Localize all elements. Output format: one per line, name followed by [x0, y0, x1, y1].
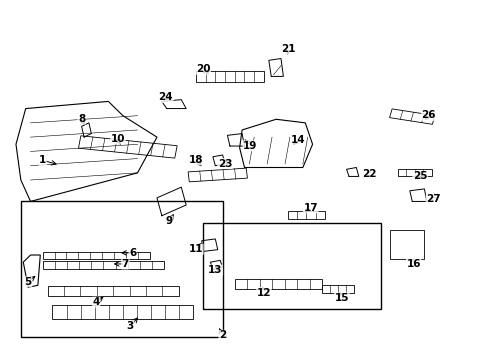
Text: 20: 20	[196, 64, 210, 74]
Bar	[397, 168, 431, 176]
Text: 25: 25	[412, 171, 427, 181]
Text: 8: 8	[78, 114, 85, 124]
Bar	[52, 305, 193, 319]
Text: 17: 17	[303, 203, 317, 213]
Text: 13: 13	[208, 265, 222, 275]
Bar	[389, 230, 424, 258]
Bar	[322, 285, 353, 293]
Bar	[47, 286, 179, 296]
Text: 9: 9	[165, 216, 172, 226]
Bar	[42, 252, 149, 258]
Text: 3: 3	[126, 321, 134, 332]
Text: 16: 16	[406, 259, 420, 269]
Text: 23: 23	[217, 158, 232, 168]
Text: 2: 2	[219, 330, 226, 341]
Bar	[196, 71, 264, 82]
Text: 12: 12	[256, 288, 271, 297]
Bar	[78, 136, 177, 158]
Text: 21: 21	[281, 44, 295, 54]
Text: 11: 11	[188, 244, 203, 254]
Text: 1: 1	[39, 156, 46, 165]
Bar	[42, 261, 164, 269]
Text: 24: 24	[158, 93, 173, 103]
Text: 14: 14	[290, 135, 305, 145]
Text: 6: 6	[129, 248, 136, 258]
Text: 19: 19	[243, 141, 257, 151]
Bar	[287, 211, 324, 219]
Text: 18: 18	[188, 155, 203, 165]
Bar	[21, 202, 222, 337]
Bar	[188, 168, 247, 182]
Text: 26: 26	[421, 111, 435, 120]
Text: 7: 7	[122, 259, 129, 269]
Text: 27: 27	[426, 194, 440, 204]
Text: 10: 10	[111, 134, 125, 144]
Bar	[203, 223, 380, 309]
Text: 4: 4	[92, 297, 100, 307]
Bar	[234, 279, 322, 289]
Bar	[389, 109, 434, 124]
Text: 5: 5	[24, 277, 32, 287]
Text: 22: 22	[361, 169, 375, 179]
Text: 15: 15	[334, 293, 348, 303]
